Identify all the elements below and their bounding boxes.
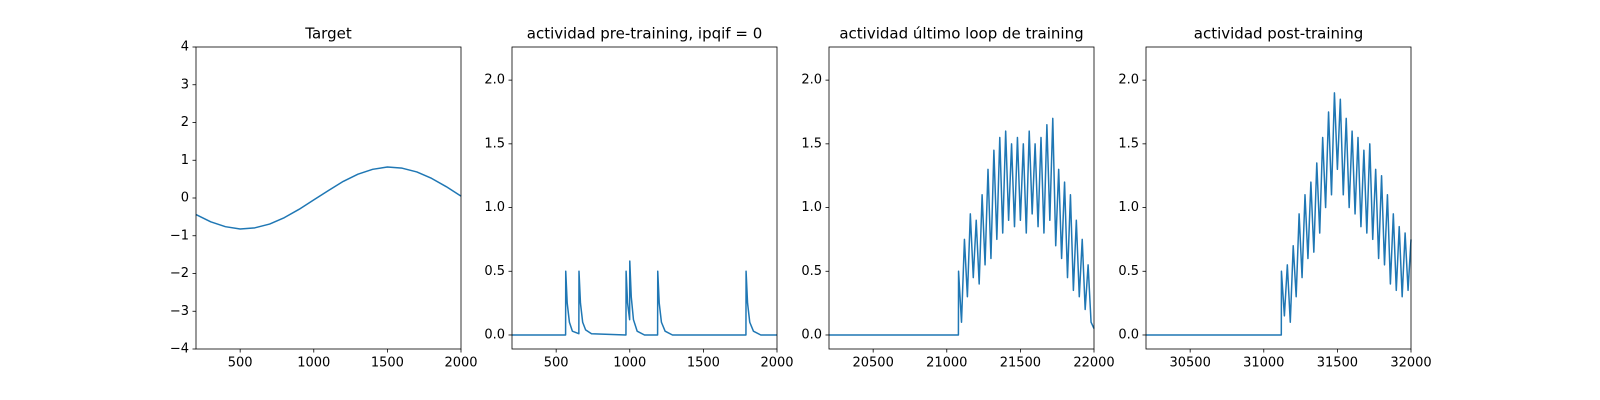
line: [195, 166, 462, 230]
y-tick-label: 1.0: [484, 200, 505, 215]
x-tick-label: 31500: [1317, 356, 1358, 371]
line: [512, 260, 777, 336]
x-tick-label: 22000: [1073, 356, 1114, 371]
x-tick-label: 2000: [760, 356, 793, 371]
x-tick-label: 1500: [687, 356, 720, 371]
x-tick-label: 21500: [1000, 356, 1041, 371]
y-tick-label: 0.0: [484, 327, 505, 342]
y-tick-label: 1.5: [1118, 136, 1139, 151]
y-tick-label: 1.0: [801, 200, 822, 215]
x-tick-label: 31000: [1243, 356, 1284, 371]
y-tick-label: 0: [181, 191, 189, 206]
line: [829, 117, 1095, 336]
x-tick-label: 500: [228, 356, 253, 371]
y-tick-label: −4: [170, 342, 189, 357]
axes-frame: [1145, 46, 1412, 350]
chart-title: Target: [304, 25, 352, 43]
y-tick-label: 0.5: [801, 264, 822, 279]
x-tick-label: 30500: [1169, 356, 1210, 371]
y-tick-label: 2.0: [1118, 73, 1139, 88]
y-tick-label: 0.5: [1118, 264, 1139, 279]
y-tick-label: 1.5: [801, 136, 822, 151]
y-tick-label: 2.0: [801, 73, 822, 88]
y-tick-label: 1.0: [1118, 200, 1139, 215]
y-tick-label: 1: [181, 153, 189, 168]
x-tick-label: 500: [544, 356, 569, 371]
y-tick-label: −2: [170, 266, 189, 281]
y-tick-label: 2: [181, 115, 189, 130]
y-tick-label: −1: [170, 228, 189, 243]
axes-frame: [511, 46, 778, 350]
x-tick-label: 2000: [444, 356, 477, 371]
x-tick-label: 1000: [613, 356, 646, 371]
chart-title: actividad último loop de training: [839, 25, 1083, 43]
y-tick-label: 3: [181, 77, 189, 92]
y-tick-label: 1.5: [484, 136, 505, 151]
y-tick-label: −3: [170, 304, 189, 319]
y-tick-label: 0.0: [801, 327, 822, 342]
axes-frame: [828, 46, 1095, 350]
chart-title: actividad post-training: [1194, 25, 1363, 43]
y-tick-label: 0.5: [484, 264, 505, 279]
y-tick-label: 0.0: [1118, 327, 1139, 342]
chart-title: actividad pre-training, ipqif = 0: [527, 25, 763, 43]
x-tick-label: 1500: [371, 356, 404, 371]
axes-frame: [195, 46, 462, 350]
x-tick-label: 32000: [1390, 356, 1431, 371]
y-tick-label: 4: [181, 40, 189, 55]
y-tick-label: 2.0: [484, 73, 505, 88]
x-tick-label: 21000: [926, 356, 967, 371]
x-tick-label: 1000: [297, 356, 330, 371]
line: [1146, 92, 1412, 336]
x-tick-label: 20500: [852, 356, 893, 371]
